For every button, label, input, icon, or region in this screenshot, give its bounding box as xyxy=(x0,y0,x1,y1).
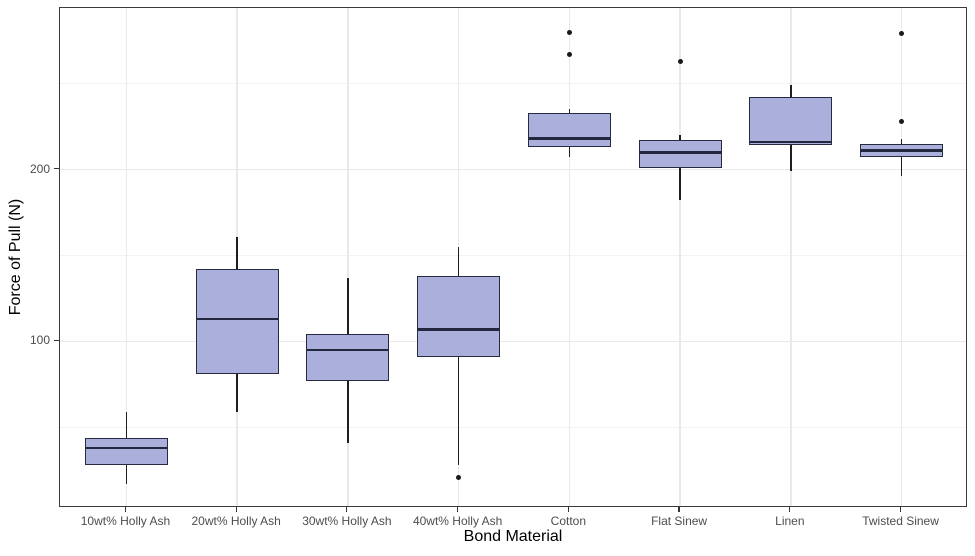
upper-whisker xyxy=(347,277,349,335)
upper-whisker xyxy=(457,246,460,277)
x-tick-label: 20wt% Holly Ash xyxy=(191,514,281,528)
x-tick-label: Twisted Sinew xyxy=(862,514,939,528)
median-line xyxy=(639,151,721,154)
x-tick-label: 30wt% Holly Ash xyxy=(302,514,392,528)
median-line xyxy=(528,137,610,140)
boxplot-box xyxy=(417,276,501,357)
boxplot-box xyxy=(527,112,611,148)
vertical-gridline xyxy=(679,8,681,506)
y-tick-label: 100 xyxy=(29,333,50,348)
plot-panel xyxy=(59,7,967,507)
upper-whisker xyxy=(125,411,128,438)
y-axis-title: Force of Pull (N) xyxy=(7,198,24,316)
vertical-gridline xyxy=(568,8,571,506)
upper-whisker xyxy=(568,109,571,113)
minor-gridline xyxy=(60,254,966,256)
lower-whisker xyxy=(125,465,128,484)
median-line xyxy=(196,317,278,321)
boxplot-box xyxy=(195,269,279,374)
x-axis-tick xyxy=(789,507,791,512)
median-line xyxy=(418,328,500,331)
lower-whisker xyxy=(790,145,792,172)
boxplot-layer xyxy=(60,8,966,506)
minor-gridline xyxy=(60,83,966,85)
upper-whisker xyxy=(679,135,681,141)
lower-whisker xyxy=(679,167,681,201)
median-line xyxy=(750,140,832,144)
boxplot-box xyxy=(84,437,168,466)
y-axis-tick xyxy=(54,167,59,170)
x-axis-tick xyxy=(567,507,569,512)
median-line xyxy=(307,348,389,352)
y-axis-tick xyxy=(54,339,59,341)
vertical-gridline xyxy=(790,8,792,506)
x-axis-tick xyxy=(899,507,902,512)
upper-whisker xyxy=(790,85,792,98)
boxplot-box xyxy=(306,334,390,381)
median-line xyxy=(85,446,167,450)
outlier-point xyxy=(566,51,572,57)
lower-whisker xyxy=(347,380,349,443)
x-axis-tick xyxy=(678,507,680,512)
outlier-point xyxy=(899,118,905,124)
x-tick-label: Flat Sinew xyxy=(651,514,708,528)
lower-whisker xyxy=(457,356,460,466)
x-tick-label: 10wt% Holly Ash xyxy=(80,514,171,528)
boxplot-box xyxy=(638,140,722,168)
minor-gridline xyxy=(60,426,966,428)
boxplot-box xyxy=(749,97,833,146)
major-gridline xyxy=(60,168,966,171)
outlier-point xyxy=(456,474,462,480)
x-axis-title: Bond Material xyxy=(463,528,563,545)
x-axis-tick xyxy=(457,507,459,512)
median-line xyxy=(861,149,943,152)
outlier-point xyxy=(566,29,572,35)
upper-whisker xyxy=(236,236,238,270)
vertical-gridline xyxy=(347,8,349,506)
outlier-point xyxy=(899,31,905,37)
vertical-gridline xyxy=(125,8,128,506)
lower-whisker xyxy=(900,157,903,177)
x-axis-tick xyxy=(124,507,127,512)
x-tick-label: 40wt% Holly Ash xyxy=(412,514,503,528)
upper-whisker xyxy=(900,138,903,144)
lower-whisker xyxy=(236,373,238,412)
x-axis-tick xyxy=(346,507,348,512)
outlier-point xyxy=(677,58,683,64)
x-tick-label: Cotton xyxy=(550,514,587,528)
major-gridline xyxy=(60,340,966,343)
vertical-gridline xyxy=(900,8,903,506)
x-tick-label: Linen xyxy=(775,514,805,528)
lower-whisker xyxy=(568,147,571,158)
x-axis-tick xyxy=(235,507,237,512)
y-tick-label: 200 xyxy=(29,161,50,176)
